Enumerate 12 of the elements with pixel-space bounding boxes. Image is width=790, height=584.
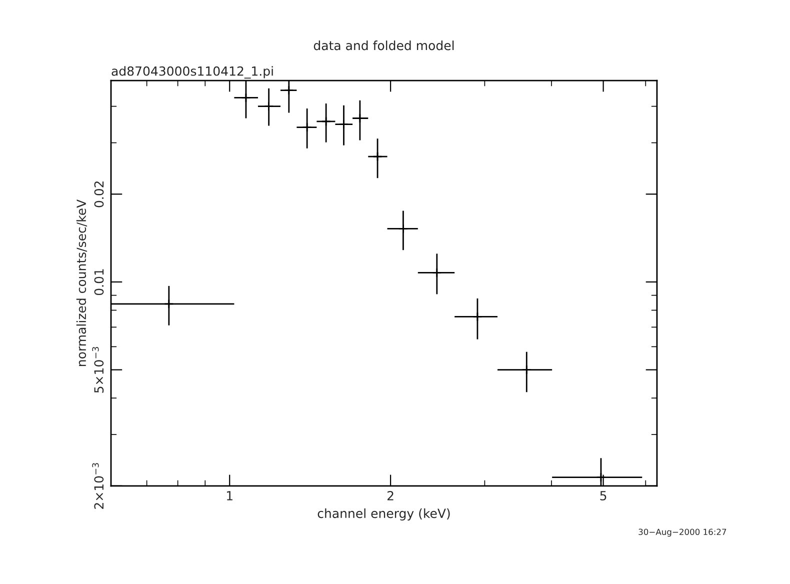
x-tick-label: 1: [227, 491, 232, 500]
y-tick-label: 0.01: [94, 269, 104, 296]
text: 30−Aug−2000 16:27: [638, 528, 726, 537]
x-tick-label: 2: [387, 490, 394, 500]
chart-title: data and folded model: [314, 40, 454, 50]
y-tick-label: 5×10$^{−3}$: [92, 347, 104, 393]
x-axis-title: channel energy (keV): [318, 508, 450, 520]
y-tick-label: 0.02: [94, 181, 104, 208]
y-axis-title: normalized counts/sec/keV: [76, 199, 88, 366]
y-tick-label: 2×10$^{−3}$: [92, 463, 104, 509]
chart-subtitle: ad87043000s110412_1.pi: [112, 66, 273, 79]
x-tick-label: 5: [600, 491, 606, 500]
